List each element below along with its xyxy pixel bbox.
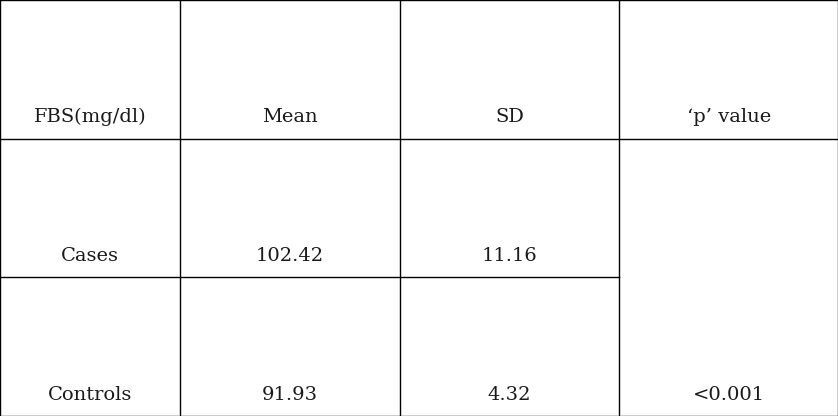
Text: 11.16: 11.16	[482, 247, 537, 265]
Text: Mean: Mean	[262, 108, 318, 126]
Text: Cases: Cases	[61, 247, 119, 265]
Text: ‘p’ value: ‘p’ value	[686, 108, 771, 126]
Text: 4.32: 4.32	[488, 386, 531, 404]
Text: 102.42: 102.42	[256, 247, 324, 265]
Text: 91.93: 91.93	[262, 386, 318, 404]
Text: SD: SD	[495, 108, 524, 126]
Text: FBS(mg/dl): FBS(mg/dl)	[34, 108, 147, 126]
Text: <0.001: <0.001	[692, 386, 765, 404]
Text: Controls: Controls	[48, 386, 132, 404]
